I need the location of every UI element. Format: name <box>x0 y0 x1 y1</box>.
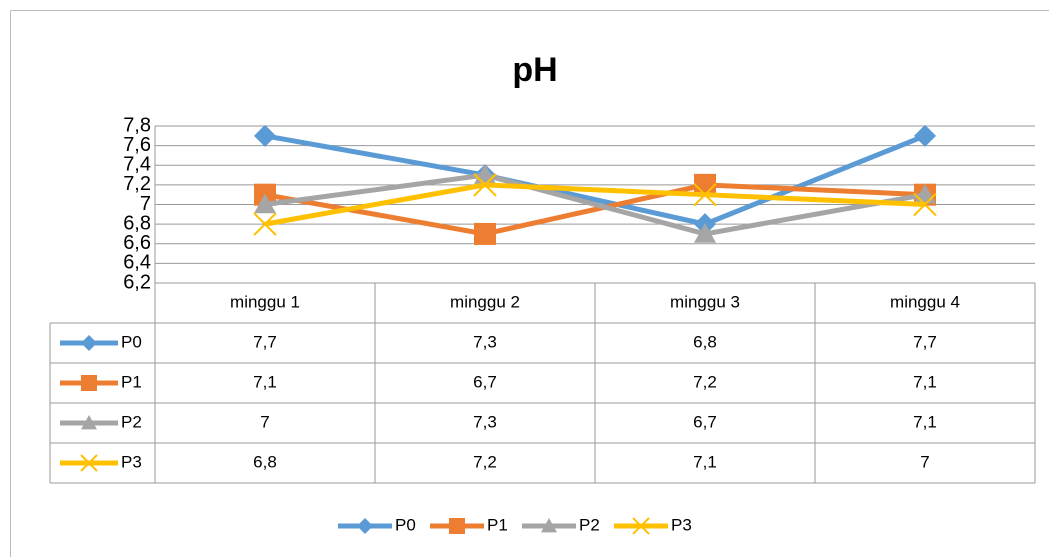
marker <box>254 124 276 147</box>
legend-label: P2 <box>121 412 142 431</box>
table-value: 7,3 <box>473 412 497 431</box>
marker <box>473 173 497 197</box>
legend-label: P1 <box>487 515 508 534</box>
series-line <box>264 172 926 237</box>
series-line <box>264 182 926 227</box>
marker <box>449 518 465 534</box>
marker <box>81 335 97 351</box>
table-value: 7,1 <box>913 412 937 431</box>
marker <box>541 518 557 533</box>
marker <box>474 222 496 245</box>
table-value: 7,3 <box>473 332 497 351</box>
y-tick-label: 7,4 <box>123 154 151 176</box>
y-tick-label: 6,4 <box>123 252 151 274</box>
x-tick-label: minggu 3 <box>670 292 740 311</box>
marker <box>357 518 373 534</box>
table-value: 7,2 <box>693 372 717 391</box>
marker <box>913 192 937 217</box>
y-tick-label: 6,8 <box>123 212 151 234</box>
x-tick-label: minggu 1 <box>230 292 300 311</box>
legend-label: P1 <box>121 372 142 391</box>
y-tick-label: 6,2 <box>123 271 151 293</box>
table-value: 7,2 <box>473 452 497 471</box>
table-value: 7 <box>920 452 929 471</box>
y-tick-label: 7,6 <box>123 134 151 156</box>
table-value: 7,7 <box>253 332 277 351</box>
series-line <box>264 182 926 237</box>
legend-label: P0 <box>121 332 142 351</box>
table-value: 7,1 <box>253 372 277 391</box>
series-line <box>264 133 926 227</box>
table-value: 7,1 <box>693 452 717 471</box>
y-tick-label: 7,8 <box>123 114 151 136</box>
marker <box>253 212 277 236</box>
table-value: 6,8 <box>693 332 717 351</box>
table-value: 7,7 <box>913 332 937 351</box>
table-value: 6,7 <box>693 412 717 431</box>
legend-label: P0 <box>395 515 416 534</box>
table-value: 7,1 <box>913 372 937 391</box>
marker <box>254 193 276 214</box>
legend-label: P3 <box>121 452 142 471</box>
marker <box>694 222 716 243</box>
table-value: 6,8 <box>253 452 277 471</box>
marker <box>80 454 98 472</box>
marker <box>632 517 650 535</box>
y-tick-label: 7 <box>140 193 151 215</box>
legend-label: P3 <box>671 515 692 534</box>
x-tick-label: minggu 2 <box>450 292 520 311</box>
marker <box>81 375 97 391</box>
marker <box>693 182 717 207</box>
table-value: 6,7 <box>473 372 497 391</box>
chart-title: pH <box>512 51 557 89</box>
table-value: 7 <box>260 412 269 431</box>
y-tick-label: 6,6 <box>123 232 151 254</box>
marker <box>914 124 936 147</box>
x-tick-label: minggu 4 <box>890 292 960 311</box>
marker <box>81 415 97 430</box>
legend-label: P2 <box>579 515 600 534</box>
y-tick-label: 7,2 <box>123 173 151 195</box>
